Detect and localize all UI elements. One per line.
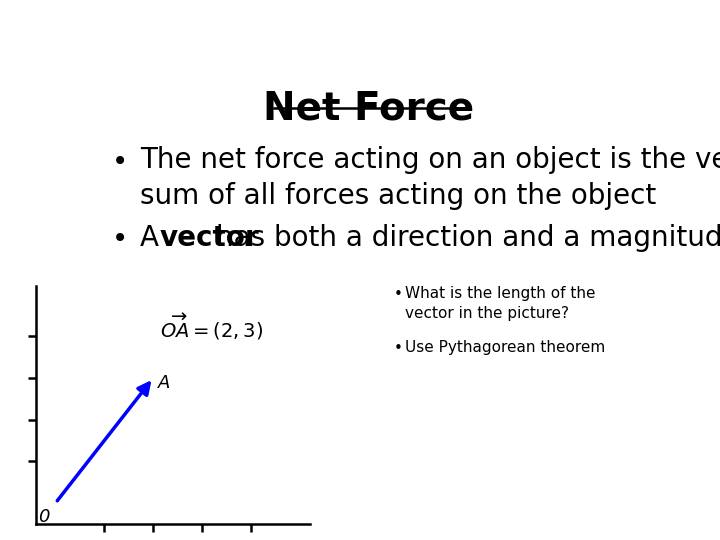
Text: •: • — [394, 287, 403, 302]
Text: •: • — [112, 225, 129, 253]
Text: 0: 0 — [38, 508, 50, 526]
Text: What is the length of the
vector in the picture?: What is the length of the vector in the … — [405, 286, 595, 321]
Text: •: • — [394, 341, 403, 356]
Text: •: • — [112, 148, 129, 176]
Text: A: A — [158, 374, 171, 393]
Text: $\overrightarrow{OA} = (2,3)$: $\overrightarrow{OA} = (2,3)$ — [161, 311, 264, 342]
Text: has both a direction and a magnitude: has both a direction and a magnitude — [215, 224, 720, 252]
Text: vector: vector — [160, 224, 259, 252]
Text: The net force acting on an object is the vector
sum of all forces acting on the : The net force acting on an object is the… — [140, 146, 720, 210]
Text: Net Force: Net Force — [264, 90, 474, 128]
Text: A: A — [140, 224, 168, 252]
Text: Use Pythagorean theorem: Use Pythagorean theorem — [405, 340, 606, 355]
